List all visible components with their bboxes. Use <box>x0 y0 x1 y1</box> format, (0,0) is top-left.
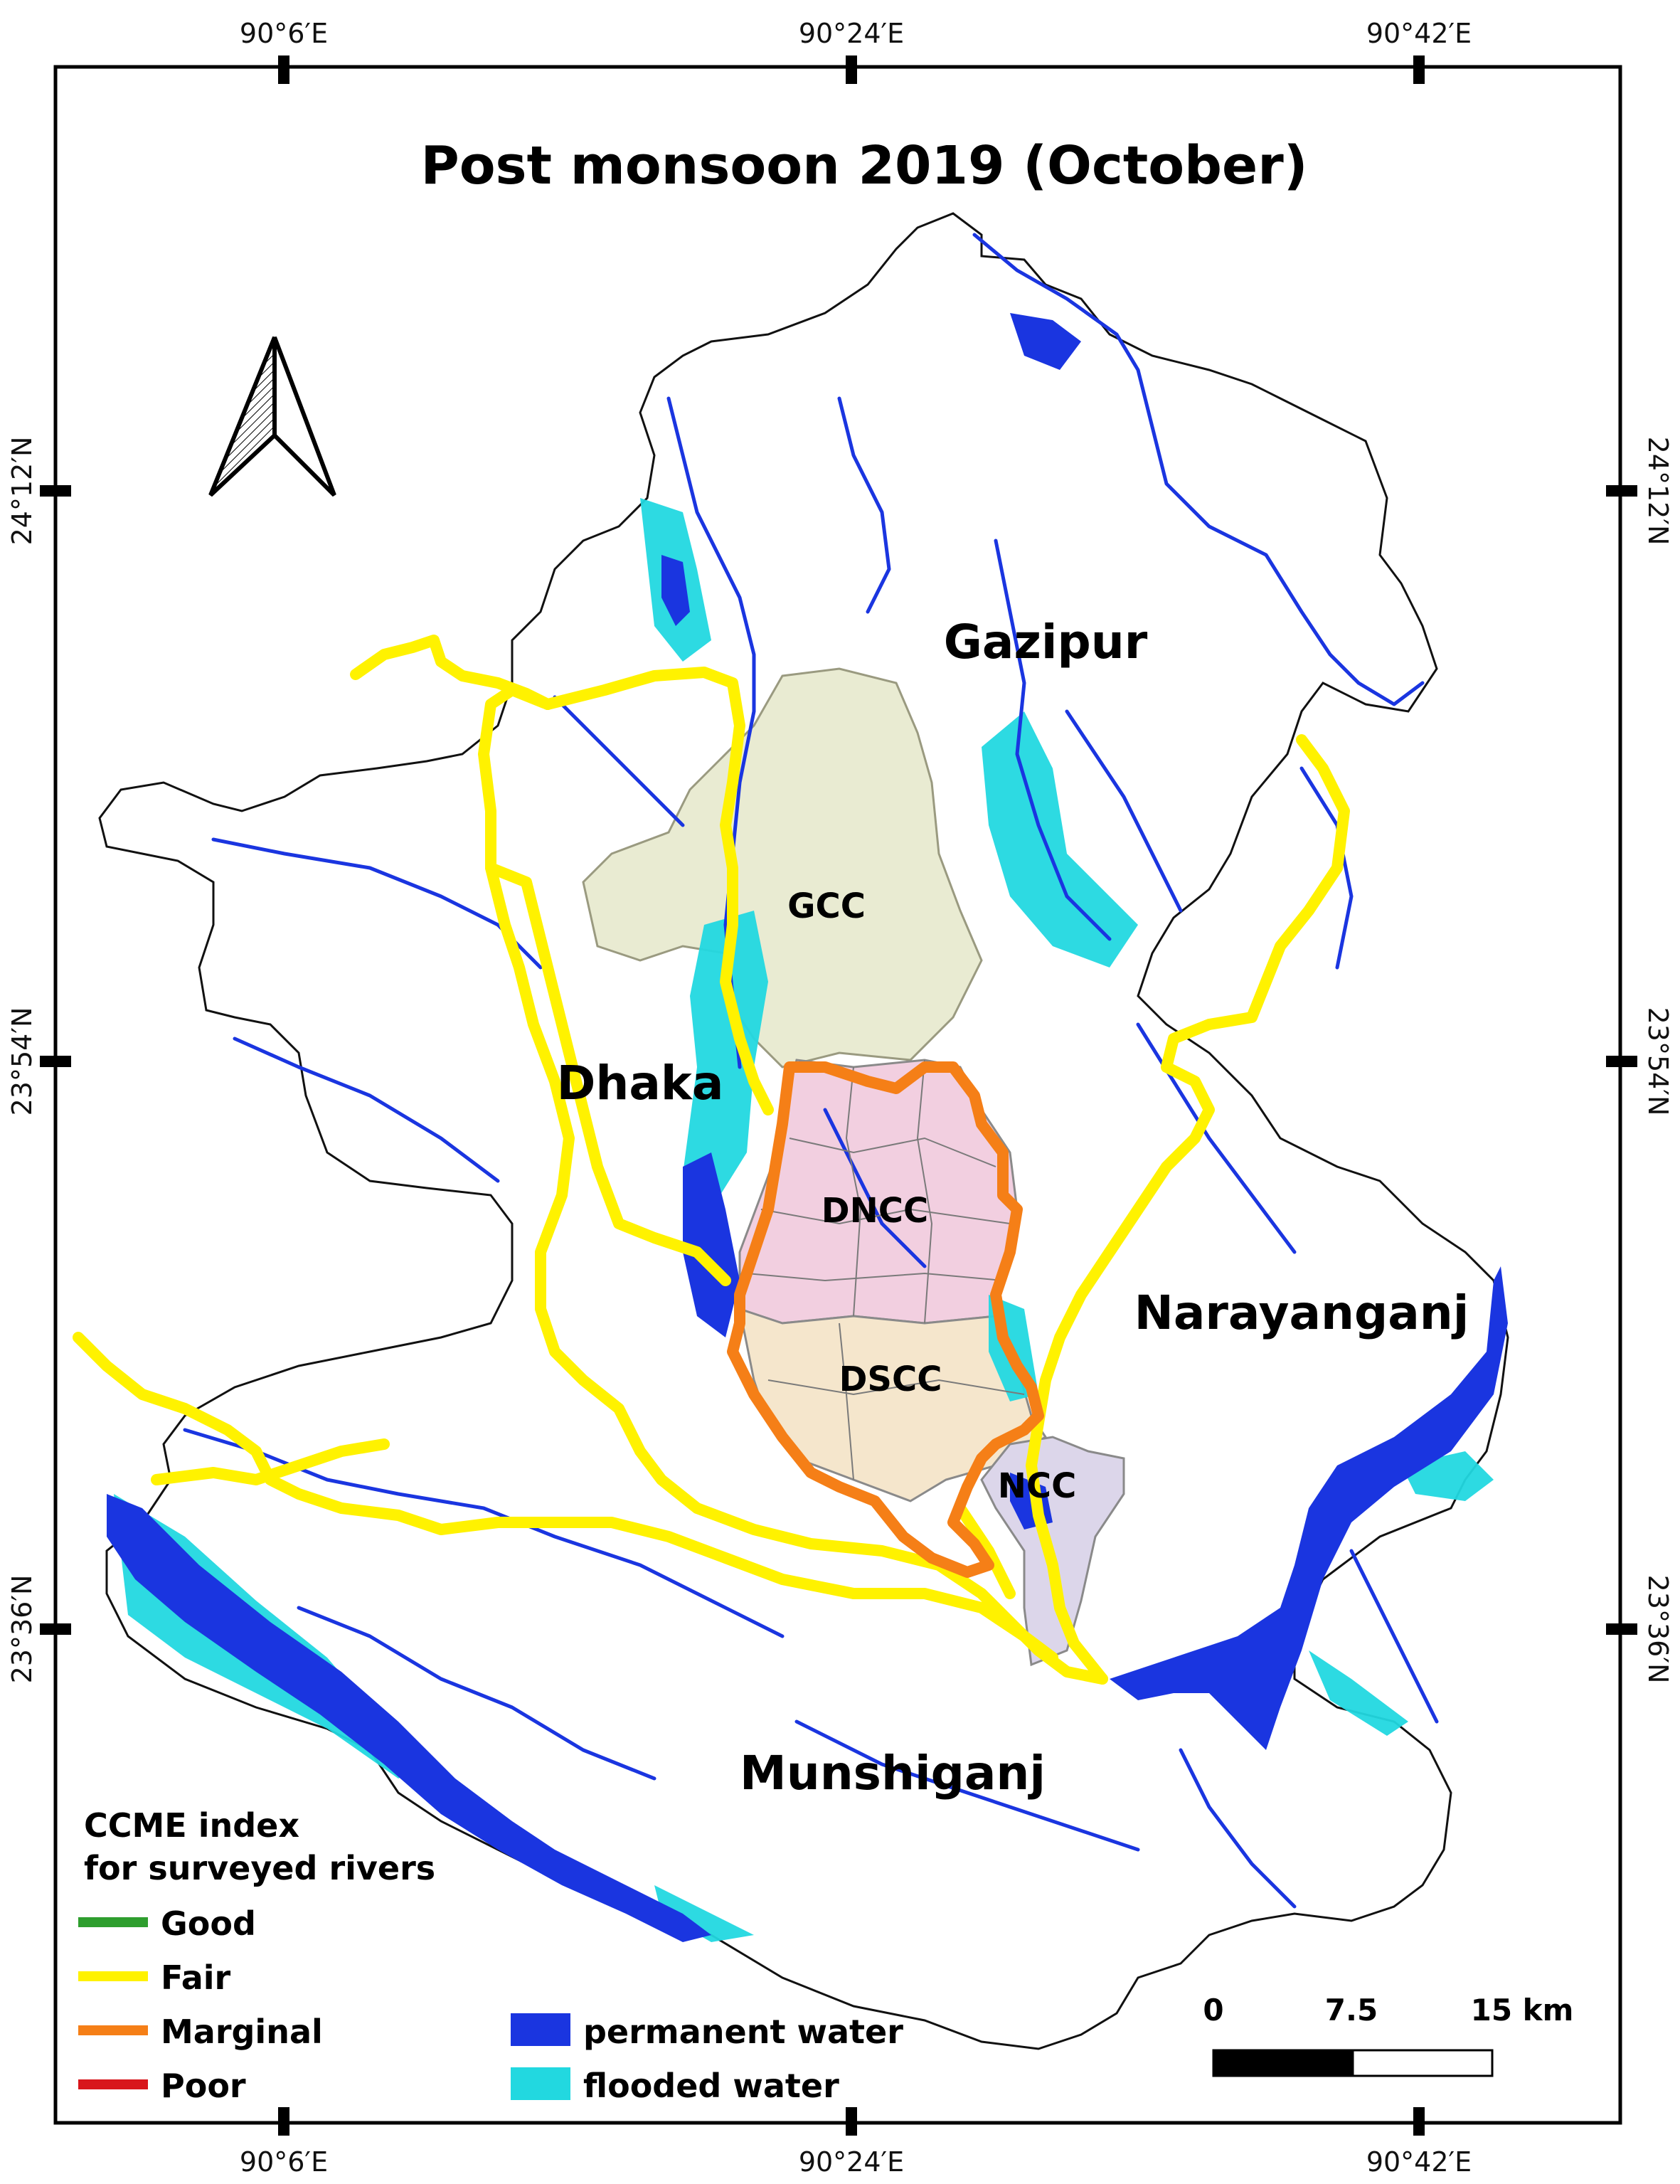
legend-label-flooded-water: flooded water <box>583 2067 839 2105</box>
legend-label-fair: Fair <box>161 1958 231 1997</box>
left-tick-label: 23°54′N <box>6 1007 38 1116</box>
left-tick-label: 24°12′N <box>6 437 38 546</box>
north-arrow-icon <box>208 336 336 497</box>
scale-label-end: 15 km <box>1471 1993 1574 2027</box>
legend-title-line1: CCME index <box>84 1806 299 1845</box>
legend-label-marginal: Marginal <box>161 2013 323 2051</box>
ward-lines <box>746 1059 1025 1480</box>
district-label-narayanganj: Narayanganj <box>1134 1286 1469 1340</box>
left-tick-label: 23°36′N <box>6 1575 38 1684</box>
bottom-tick-label: 90°42′E <box>1366 2146 1472 2178</box>
city-label-ncc: NCC <box>998 1466 1077 1506</box>
scale-bar-black <box>1212 2049 1354 2077</box>
right-tick-label: 23°54′N <box>1642 1007 1674 1116</box>
right-tick-label: 23°36′N <box>1642 1575 1674 1684</box>
scale-label-mid: 7.5 <box>1325 1993 1378 2027</box>
legend-label-poor: Poor <box>161 2067 246 2105</box>
scale-label-0: 0 <box>1203 1993 1223 2027</box>
legend-swatch-permanent-water <box>511 2013 570 2046</box>
marginal-river <box>727 1061 1044 1578</box>
top-tick-label: 90°24′E <box>799 18 904 49</box>
city-label-dncc: DNCC <box>822 1191 928 1231</box>
bottom-tick-label: 90°24′E <box>799 2146 904 2178</box>
top-tick-label: 90°6′E <box>240 18 328 49</box>
scale-bar: 0 7.5 15 km <box>1203 1993 1574 2077</box>
right-tick-label: 24°12′N <box>1642 437 1674 546</box>
river-network <box>183 233 1439 1909</box>
city-label-dscc: DSCC <box>839 1359 942 1399</box>
city-label-gcc: GCC <box>787 886 866 926</box>
legend-label-permanent-water: permanent water <box>583 2013 903 2051</box>
legend-swatch-flooded-water <box>511 2067 570 2100</box>
top-tick-label: 90°42′E <box>1366 18 1472 49</box>
legend-title-line2: for surveyed rivers <box>84 1849 435 1887</box>
district-label-gazipur: Gazipur <box>944 615 1148 669</box>
frame-ticks <box>40 55 1637 2136</box>
map-title: Post monsoon 2019 (October) <box>420 135 1307 196</box>
district-label-munshiganj: Munshiganj <box>740 1746 1046 1801</box>
legend-label-good: Good <box>161 1904 256 1943</box>
bottom-tick-label: 90°6′E <box>240 2146 328 2178</box>
scale-bar-white <box>1351 2049 1494 2077</box>
fair-rivers <box>73 635 1350 1685</box>
district-label-dhaka: Dhaka <box>557 1056 724 1110</box>
legend: CCME index for surveyed rivers Good Fair… <box>78 1806 903 2105</box>
